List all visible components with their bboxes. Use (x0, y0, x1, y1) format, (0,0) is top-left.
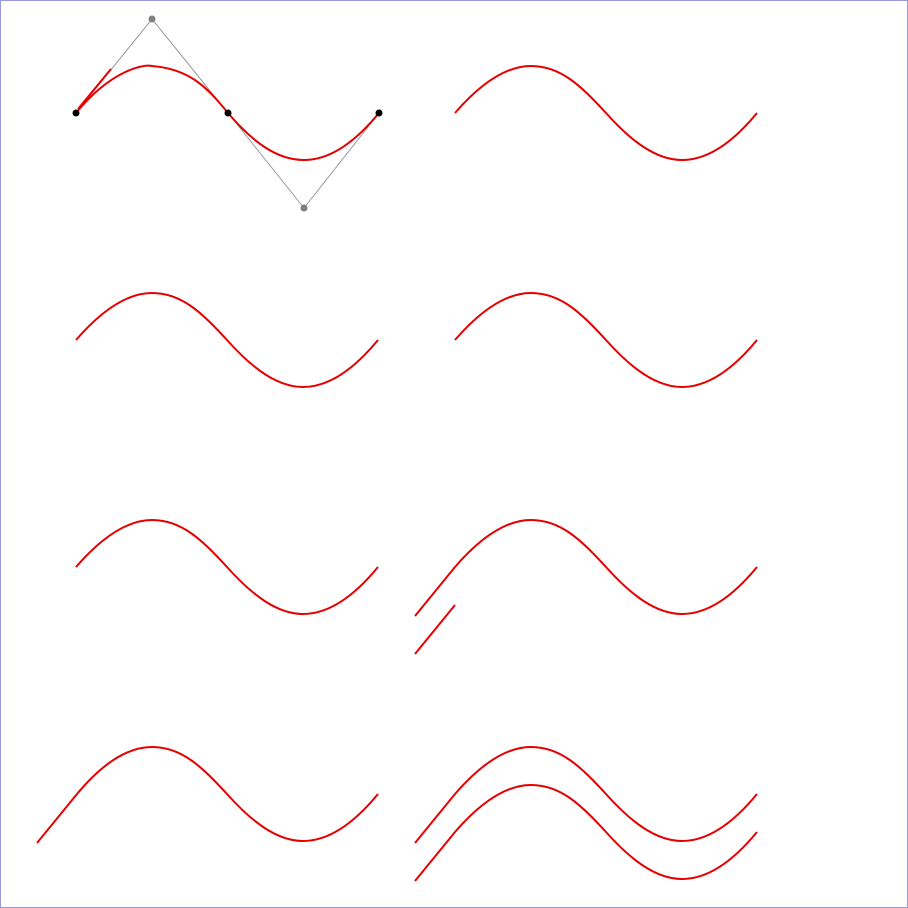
sine-curve (75, 518, 379, 616)
control-point-bottom (300, 204, 308, 212)
tangent-segment (77, 68, 112, 110)
panel-top-left (72, 15, 383, 212)
sine-curve-with-lead (36, 745, 379, 844)
panel-row3-left (75, 518, 379, 616)
panel-row2-right (454, 291, 758, 389)
control-point-top (148, 15, 156, 23)
panel-row4-right (414, 745, 758, 882)
sine-curve-with-lead-upper (414, 745, 758, 844)
panel-row4-left (36, 745, 379, 844)
anchor-point-end (375, 109, 383, 117)
sine-curve (454, 64, 758, 162)
sine-curve-with-lead-lower (414, 783, 758, 882)
panel-row3-right (414, 518, 758, 655)
sine-curve (454, 291, 758, 389)
sine-curve-with-lead (414, 518, 758, 617)
panel-row2-left (75, 291, 379, 389)
sine-curve (75, 291, 379, 389)
detached-segment (414, 604, 456, 655)
panel-top-right (454, 64, 758, 162)
anchor-point-mid (224, 109, 232, 117)
anchor-point-start (72, 109, 80, 117)
